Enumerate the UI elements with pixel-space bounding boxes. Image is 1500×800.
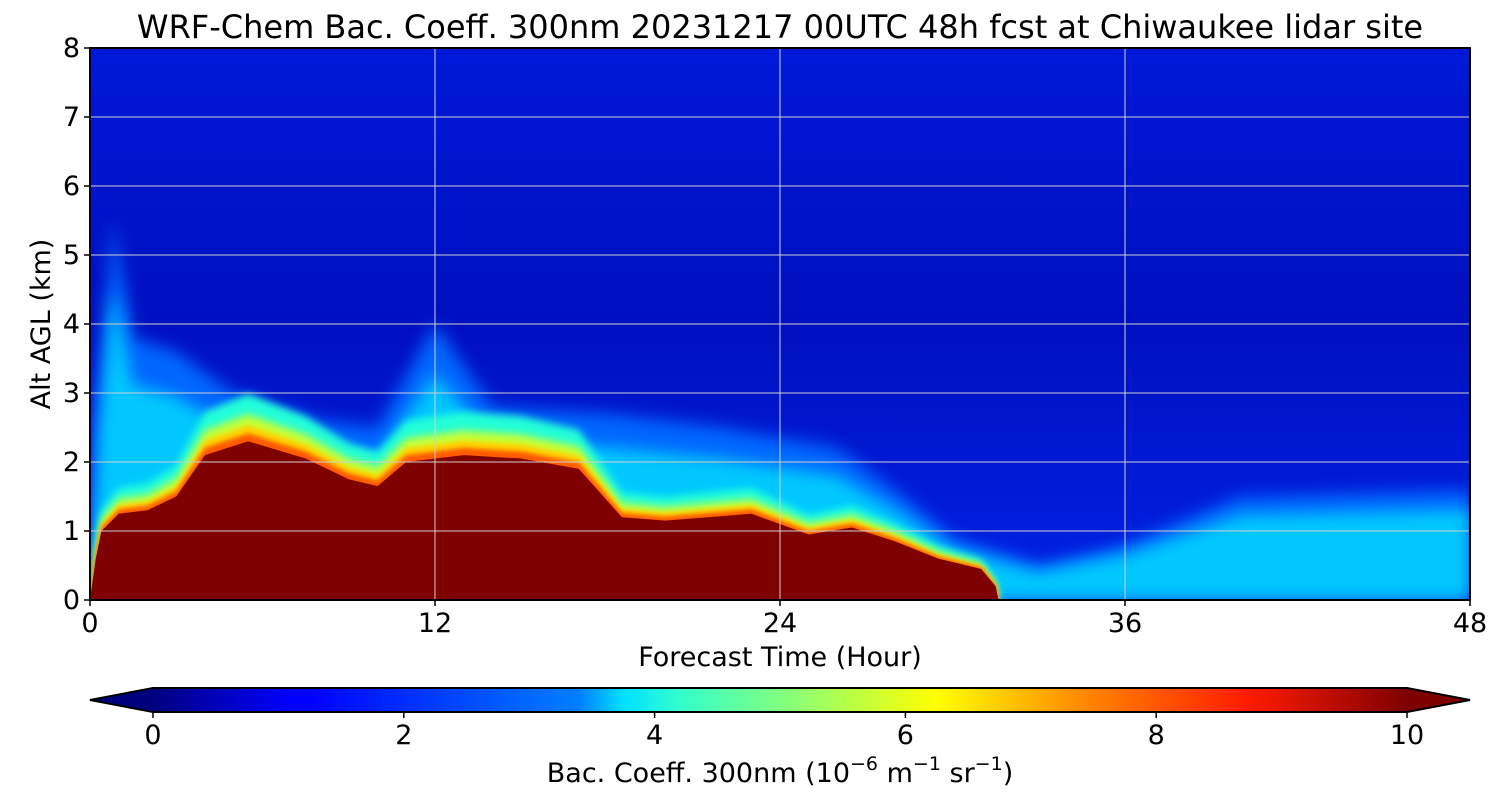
surface-band-core bbox=[90, 441, 999, 600]
x-axis-label: Forecast Time (Hour) bbox=[638, 642, 922, 673]
y-tick-label: 5 bbox=[63, 240, 80, 271]
y-tick-label: 6 bbox=[63, 171, 80, 202]
y-tick-label: 8 bbox=[63, 33, 80, 64]
colorbar-tick-label: 0 bbox=[144, 720, 161, 751]
colorbar-under-arrow bbox=[90, 688, 153, 712]
y-tick-label: 0 bbox=[63, 585, 80, 616]
x-tick-label: 12 bbox=[418, 608, 452, 639]
x-tick-label: 48 bbox=[1453, 608, 1487, 639]
grid bbox=[90, 48, 1470, 600]
x-tick-label: 24 bbox=[763, 608, 797, 639]
colorbar-tick-label: 10 bbox=[1390, 720, 1424, 751]
y-tick-label: 3 bbox=[63, 378, 80, 409]
colorbar-label: Bac. Coeff. 300nm (10−6 m−1 sr−1) bbox=[547, 753, 1013, 789]
colorbar-gradient bbox=[153, 688, 1407, 712]
colorbar: 0 2 4 6 8 10 Bac. Coeff. 300nm (10−6 m−1 sr−1… bbox=[89, 687, 1471, 789]
colorbar-over-arrow bbox=[1407, 688, 1470, 712]
x-axis: 0 12 24 36 48 bbox=[81, 600, 1487, 639]
chart-title: WRF-Chem Bac. Coeff. 300nm 20231217 00UT… bbox=[137, 8, 1423, 46]
y-tick-label: 4 bbox=[63, 309, 80, 340]
y-axis: 0 1 2 3 4 5 6 7 8 bbox=[63, 33, 90, 616]
y-tick-label: 2 bbox=[63, 447, 80, 478]
y-tick-label: 1 bbox=[63, 516, 80, 547]
x-tick-label: 36 bbox=[1108, 608, 1142, 639]
y-tick-label: 7 bbox=[63, 102, 80, 133]
colorbar-tick-label: 8 bbox=[1148, 720, 1165, 751]
y-axis-label: Alt AGL (km) bbox=[26, 239, 57, 410]
x-tick-label: 0 bbox=[81, 608, 98, 639]
colorbar-tick-label: 2 bbox=[395, 720, 412, 751]
colorbar-tick-label: 4 bbox=[646, 720, 663, 751]
colorbar-tick-label: 6 bbox=[897, 720, 914, 751]
